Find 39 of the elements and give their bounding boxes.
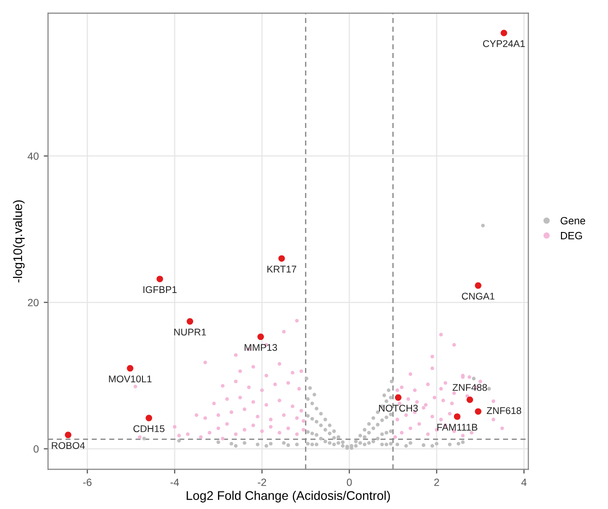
point bbox=[156, 276, 164, 282]
y-tick-label: 20 bbox=[28, 298, 39, 306]
annotation: CNGA1 bbox=[462, 292, 494, 300]
annotation: ROBO4 bbox=[52, 442, 85, 449]
annotation: MMP13 bbox=[244, 344, 278, 351]
annotation: ZNF618 bbox=[486, 407, 522, 414]
y-tick-label: 40 bbox=[28, 152, 39, 160]
annotation: CDH15 bbox=[133, 425, 164, 432]
y-tick-label: 0 bbox=[34, 445, 39, 453]
point bbox=[474, 282, 482, 289]
point bbox=[278, 255, 285, 262]
y-axis-title: -log10(q.value) bbox=[12, 200, 25, 282]
point bbox=[64, 432, 72, 438]
annotation: MOV10L1 bbox=[109, 375, 152, 382]
annotation: CYP24A1 bbox=[483, 40, 525, 48]
annotation: NOTCH3 bbox=[379, 404, 418, 412]
annotation: IGFBP1 bbox=[143, 286, 177, 294]
point bbox=[500, 30, 508, 36]
x-tick-label: -2 bbox=[258, 478, 266, 486]
point bbox=[474, 408, 482, 415]
point bbox=[257, 334, 264, 340]
point bbox=[126, 365, 134, 372]
annotation: ZNF488 bbox=[452, 384, 487, 391]
legend-label: Gene bbox=[560, 217, 586, 224]
x-tick-label: 2 bbox=[434, 478, 440, 486]
x-tick-label: 4 bbox=[521, 478, 527, 486]
x-tick-label: 0 bbox=[346, 478, 352, 486]
legend-label: DEG bbox=[560, 232, 582, 240]
annotation: KRT17 bbox=[267, 266, 296, 272]
point bbox=[454, 413, 460, 420]
point bbox=[466, 396, 474, 404]
point bbox=[186, 318, 194, 325]
x-axis-title: Log2 Fold Change (Acidosis/Control) bbox=[186, 490, 390, 502]
point bbox=[146, 414, 152, 422]
x-tick-label: -6 bbox=[83, 478, 92, 486]
annotation: NUPR1 bbox=[174, 328, 206, 336]
annotation: FAM111B bbox=[437, 424, 478, 431]
point bbox=[394, 394, 402, 401]
x-tick-label: -4 bbox=[170, 478, 179, 486]
